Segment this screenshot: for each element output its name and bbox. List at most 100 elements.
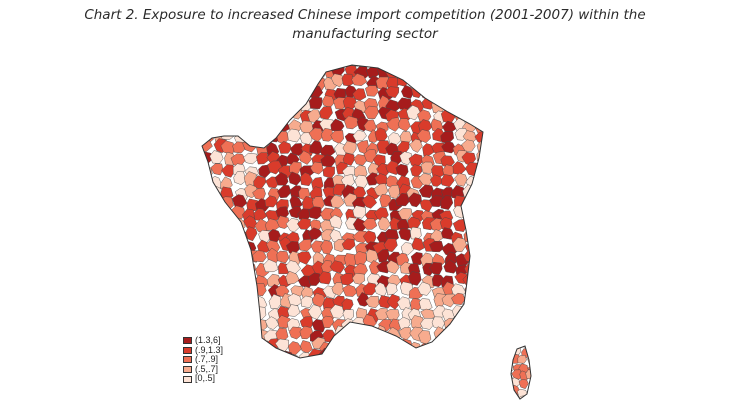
department-cell <box>220 219 235 233</box>
department-cell <box>511 346 513 357</box>
department-cell <box>502 395 511 403</box>
department-cell <box>353 340 368 354</box>
department-cell <box>276 118 291 132</box>
department-cell <box>245 308 260 322</box>
department-cell <box>332 339 346 355</box>
department-cell <box>396 350 411 358</box>
department-cell <box>411 65 425 66</box>
department-cell <box>251 127 266 143</box>
department-cell <box>399 65 413 69</box>
department-cell <box>233 171 247 185</box>
department-cell <box>299 65 314 81</box>
department-cell <box>398 65 413 77</box>
department-cell <box>210 287 223 300</box>
department-cell <box>464 284 479 297</box>
department-cell <box>361 194 377 209</box>
legend-label: (.7,.9] <box>195 354 219 365</box>
department-cell <box>202 239 216 253</box>
department-cell <box>264 351 280 358</box>
department-cell <box>202 249 213 264</box>
legend-label: (.9,1.3] <box>195 344 224 355</box>
department-cell <box>257 98 270 112</box>
department-cell <box>212 105 227 119</box>
department-cell <box>443 259 458 274</box>
department-cell <box>464 351 478 358</box>
department-cell <box>300 75 314 91</box>
department-cell <box>222 286 238 301</box>
department-cell <box>474 293 483 307</box>
department-cell <box>430 174 444 187</box>
department-cell <box>202 137 204 153</box>
department-cell <box>288 65 305 67</box>
department-cell <box>418 184 434 199</box>
department-cell <box>329 214 343 229</box>
department-cell <box>463 230 477 244</box>
department-cell <box>190 318 201 331</box>
department-cell <box>355 327 370 341</box>
department-cell <box>466 85 481 100</box>
department-cell <box>188 295 200 308</box>
department-cell <box>202 66 205 79</box>
department-cell <box>213 96 227 112</box>
department-cell <box>410 251 424 265</box>
department-cell <box>207 250 223 265</box>
department-cell <box>211 320 226 335</box>
department-cell <box>388 65 403 68</box>
department-cell <box>244 337 256 353</box>
legend-label: (.5,.7] <box>195 363 219 374</box>
department-cell <box>329 304 345 319</box>
department-cell <box>432 339 445 353</box>
department-cell <box>334 352 349 358</box>
department-cell <box>451 292 466 305</box>
department-cell <box>232 65 245 81</box>
legend-swatch <box>183 337 192 345</box>
department-cell <box>187 242 201 256</box>
department-cell <box>287 65 304 80</box>
department-cell <box>202 106 212 121</box>
department-cell <box>202 75 217 90</box>
department-cell <box>385 309 400 321</box>
department-cell <box>263 259 279 273</box>
department-cell <box>528 378 531 389</box>
department-cell <box>220 305 235 318</box>
department-cell <box>245 284 259 299</box>
department-cell <box>341 52 353 64</box>
department-cell <box>474 272 483 287</box>
department-cell <box>221 164 236 178</box>
department-cell <box>202 112 205 125</box>
department-cell <box>444 65 456 66</box>
department-cell <box>251 283 267 297</box>
department-cell <box>397 118 411 132</box>
department-cell <box>202 216 217 230</box>
department-cell <box>528 348 531 358</box>
department-cell <box>202 284 217 298</box>
department-cell <box>209 150 224 164</box>
department-cell <box>375 351 389 358</box>
department-cell <box>466 219 481 235</box>
department-cell <box>286 96 301 111</box>
department-cell <box>219 196 234 210</box>
department-cell <box>511 346 523 348</box>
department-cell <box>222 238 238 252</box>
department-cell <box>230 274 246 288</box>
department-cell <box>202 65 215 69</box>
department-cell <box>455 95 468 109</box>
department-cell <box>411 72 425 86</box>
department-cell <box>475 184 483 200</box>
department-cell <box>202 208 211 222</box>
department-cell <box>202 119 204 135</box>
department-cell <box>188 210 201 222</box>
department-cell <box>279 98 294 114</box>
department-cell <box>264 195 278 208</box>
department-cell <box>286 86 301 101</box>
department-cell <box>202 131 204 145</box>
department-cell <box>263 87 279 102</box>
department-cell <box>476 77 483 92</box>
department-cell <box>365 85 379 97</box>
department-cell <box>224 99 238 114</box>
department-cell <box>330 73 345 88</box>
department-cell <box>473 350 483 358</box>
department-cell <box>441 348 456 358</box>
department-cell <box>407 348 422 358</box>
department-cell <box>188 164 200 176</box>
